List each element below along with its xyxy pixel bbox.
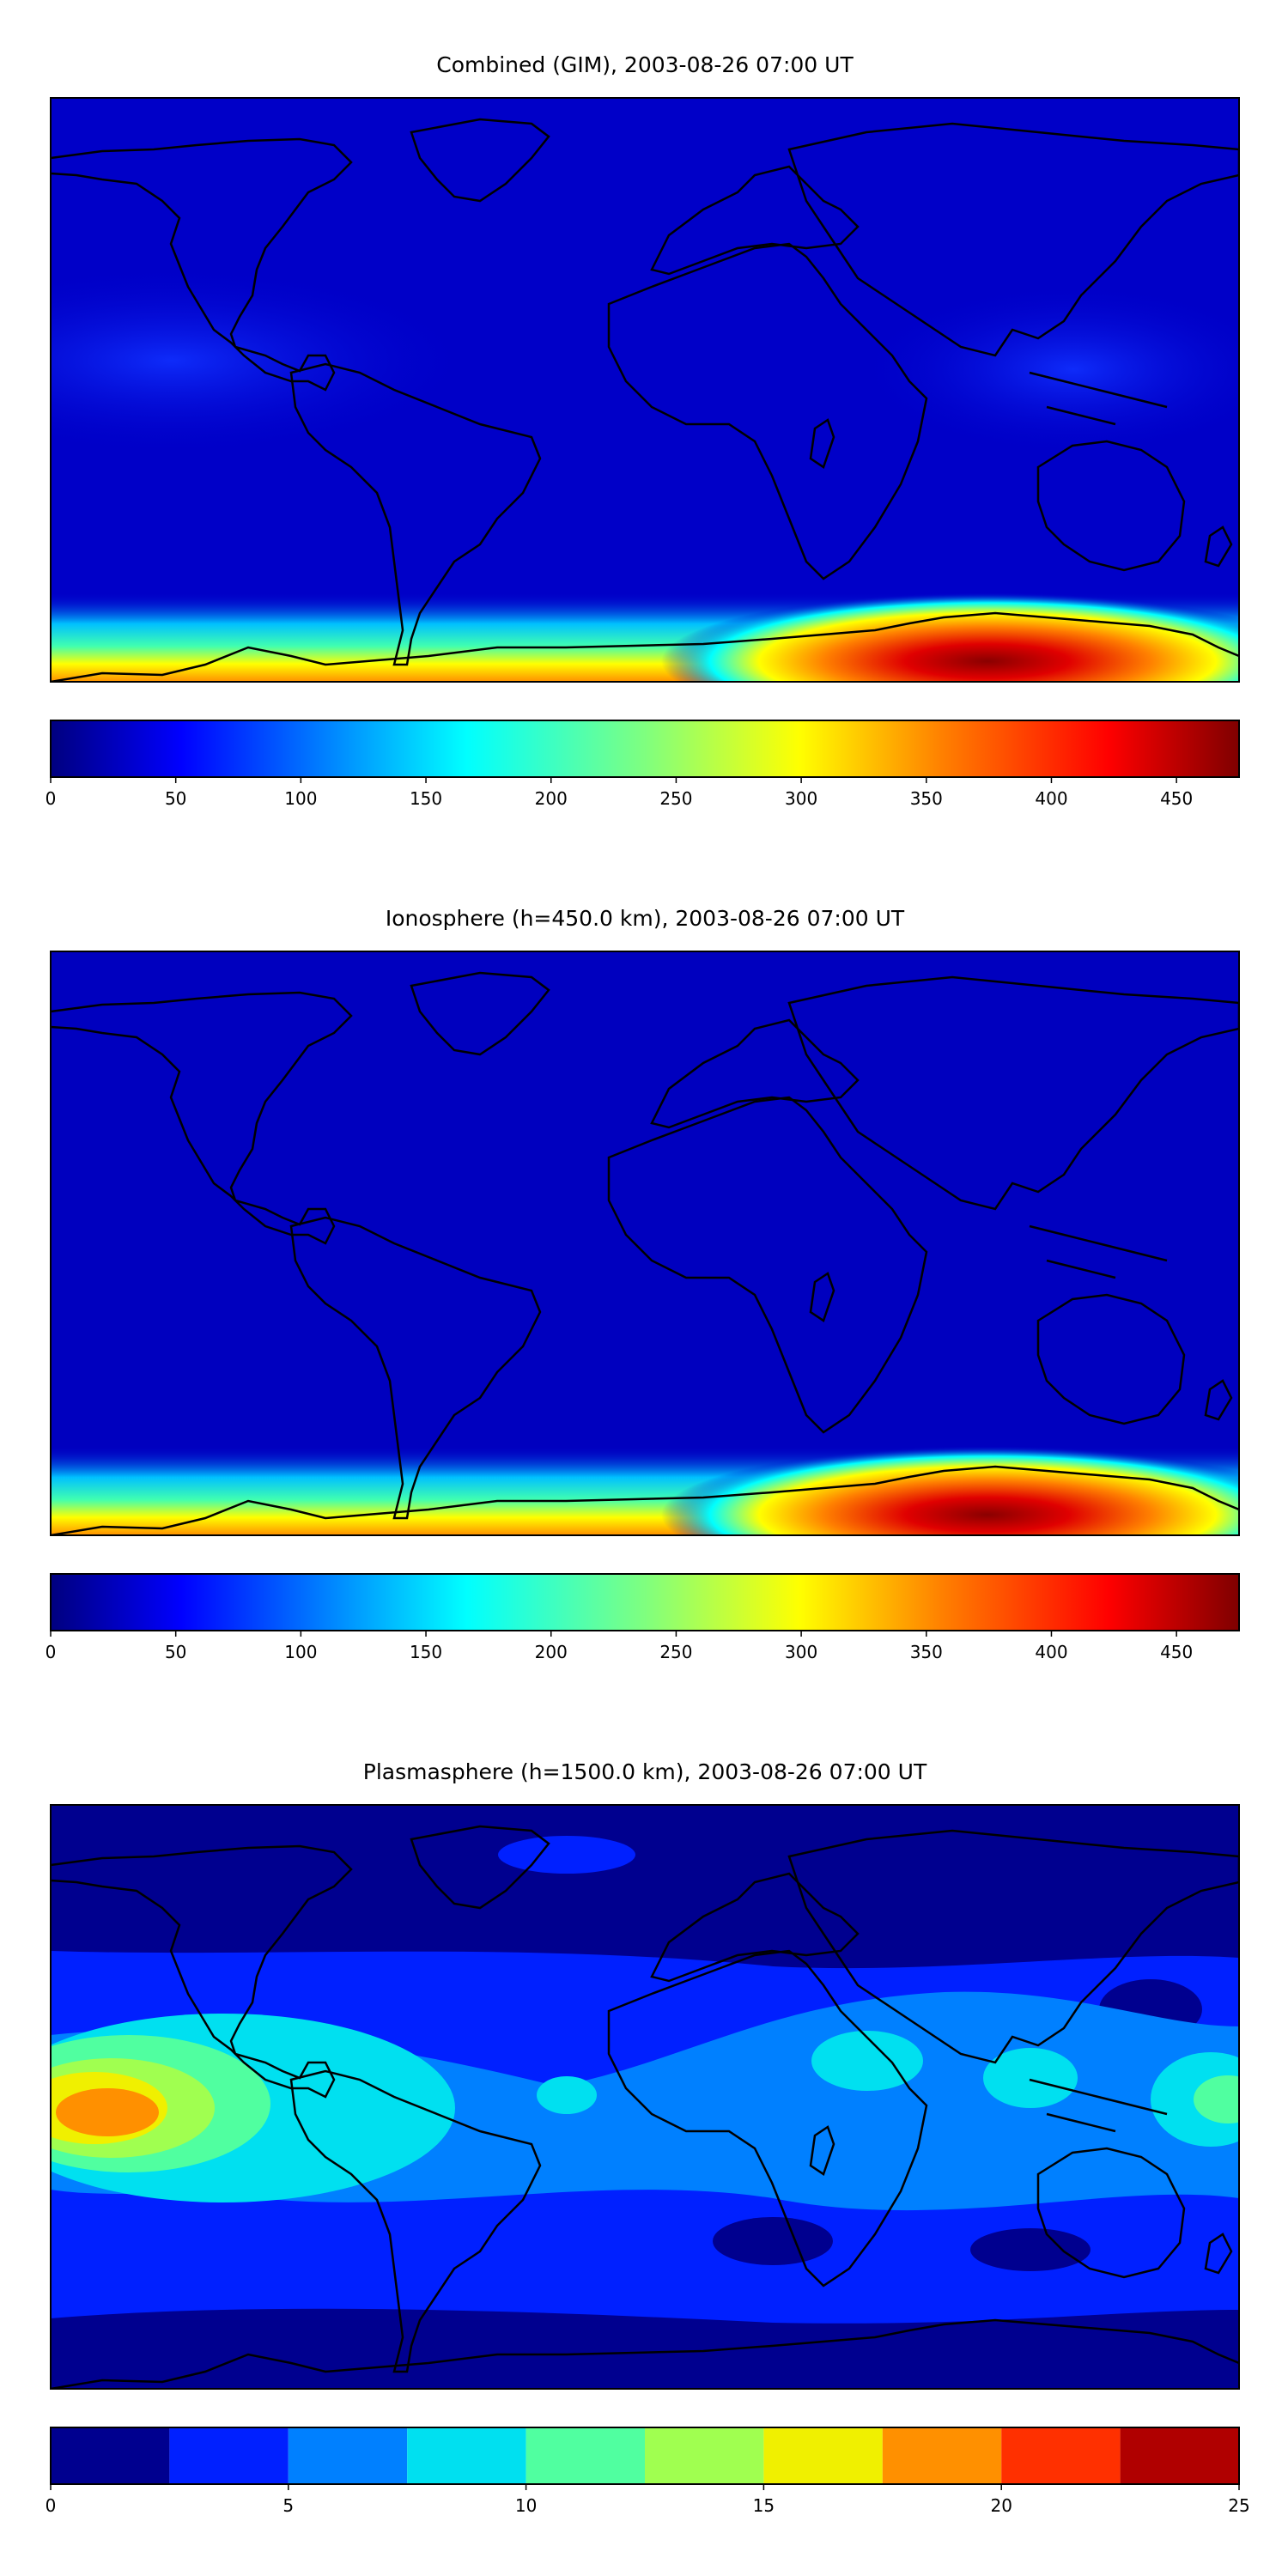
colorbar3-level-segment [288,2427,408,2484]
colorbar3-level-segment [1120,2427,1239,2484]
panel3-title: Plasmasphere (h=1500.0 km), 2003-08-26 0… [363,1759,927,1784]
colorbar1-tick-label: 300 [785,788,817,809]
colorbar2-tick-label: 0 [46,1642,57,1662]
colorbar2-tick-label: 250 [659,1642,692,1662]
colorbar1-tick-label: 350 [910,788,943,809]
panel2-frame [50,951,1240,1536]
colorbar3-tick-label: 25 [1228,2495,1249,2516]
colorbar3-level-segment [51,2427,170,2484]
colorbar2-tick-label: 150 [410,1642,442,1662]
panel2-map [51,951,1239,1535]
colorbar3-tick-label: 20 [990,2495,1012,2516]
colorbar1-tick-label: 250 [659,788,692,809]
colorbar3-tick-label: 10 [515,2495,537,2516]
colorbar2-tick-label: 400 [1035,1642,1067,1662]
colorbar3-level-segment [882,2427,1002,2484]
colorbar3-level-segment [526,2427,645,2484]
panel1-colorbar: 0 50 100 150 200 250 300 350 400 450 [46,720,1240,809]
panel1-frame [50,97,1240,683]
colorbar1-tick-label: 450 [1160,788,1193,809]
panel2-colorbar: 0 50 100 150 200 250 300 350 400 450 [46,1573,1240,1662]
colorbar3-level-segment [169,2427,289,2484]
colorbar1-tick-label: 150 [410,788,442,809]
colorbar1-tick-label: 0 [46,788,57,809]
colorbar2-tick-label: 100 [284,1642,317,1662]
colorbar1-tick-label: 100 [284,788,317,809]
colorbar2-tick-label: 450 [1160,1642,1193,1662]
panel3-frame [50,1804,1240,2390]
colorbar3-level-segment [407,2427,526,2484]
panel3-colorbar: 0 5 10 15 20 25 [46,2427,1250,2516]
colorbar3-level-segment [645,2427,764,2484]
colorbar3-tick-label: 0 [46,2495,57,2516]
colorbar2-tick-label: 50 [165,1642,186,1662]
colorbar3-level-segment [1001,2427,1121,2484]
colorbar1-tick-label: 200 [535,788,568,809]
panel2-title: Ionosphere (h=450.0 km), 2003-08-26 07:0… [386,906,905,931]
colorbar3-tick-label: 5 [283,2495,294,2516]
colorbar2-tick-label: 300 [785,1642,817,1662]
colorbar3-tick-label: 15 [753,2495,775,2516]
colorbar3-level-segment [763,2427,883,2484]
colorbar1-tick-label: 50 [165,788,186,809]
colorbar2-tick-label: 200 [535,1642,568,1662]
panel1-title: Combined (GIM), 2003-08-26 07:00 UT [436,52,854,77]
panel3-map [51,1805,1239,2389]
panel1-map [51,98,1239,682]
colorbar1-tick-label: 400 [1035,788,1067,809]
colorbar2-tick-label: 350 [910,1642,943,1662]
